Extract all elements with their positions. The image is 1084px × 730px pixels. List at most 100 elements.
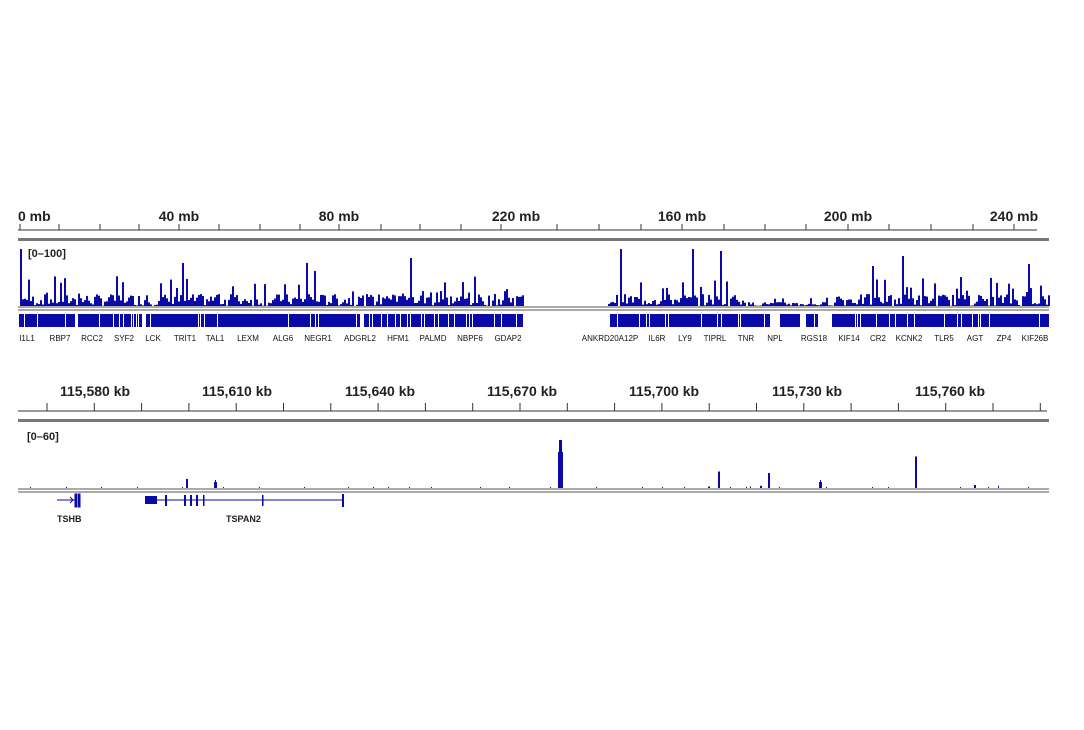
coverage-bar [118, 295, 120, 306]
coverage-bar [444, 282, 446, 306]
coverage-bar [918, 295, 920, 306]
coverage-bar [260, 303, 262, 306]
coverage-track[interactable] [30, 440, 1029, 488]
coverage-bar [318, 301, 320, 306]
coverage-bar [642, 487, 643, 488]
gene-gap [204, 314, 205, 327]
coverage-bar [900, 303, 902, 306]
coverage-bar [470, 304, 472, 306]
coverage-bar [719, 471, 720, 488]
coverage-bar [346, 303, 348, 306]
coverage-bar [42, 304, 44, 306]
coverage-bar [730, 298, 732, 306]
gene-gap [24, 314, 25, 327]
coverage-bar [396, 301, 398, 306]
gene-gap [400, 314, 401, 327]
gene-tspan2[interactable] [145, 494, 344, 507]
gene-gap [395, 314, 396, 327]
coverage-bar [296, 299, 298, 306]
coverage-bar [862, 303, 864, 306]
coverage-bar [122, 282, 124, 306]
data-range-label: [0–100] [28, 248, 66, 260]
coverage-bar [214, 482, 215, 488]
coverage-track[interactable] [20, 249, 1050, 306]
coverage-bar [54, 276, 56, 306]
gene-label: AGT [967, 334, 984, 343]
coverage-bar [304, 299, 306, 306]
coverage-bar [902, 256, 904, 306]
coverage-bar [852, 303, 854, 306]
coverage-bar [870, 304, 872, 306]
coverage-bar [732, 296, 734, 306]
coverage-bar [456, 297, 458, 306]
coverage-bar [188, 300, 190, 306]
data-range-label: [0–60] [27, 431, 59, 443]
coverage-bar [156, 304, 158, 306]
coverage-bar [86, 295, 88, 306]
coverage-bar [596, 487, 597, 488]
gene-tshb[interactable] [57, 493, 81, 508]
coverage-bar [328, 301, 330, 306]
coverage-bar [96, 294, 98, 306]
coverage-bar [394, 295, 396, 306]
gene-gap [372, 314, 373, 327]
ruler-label: 0 mb [18, 208, 51, 224]
coverage-bar [782, 298, 784, 306]
coverage-bar [314, 271, 316, 306]
gene-gap [972, 314, 973, 327]
gene-gap [770, 313, 780, 328]
genome-ruler[interactable]: 0 mb 40 mb 80 mb 220 mb 160 mb 200 mb 24… [18, 208, 1038, 231]
coverage-bar [460, 296, 462, 306]
coverage-bar [1006, 294, 1008, 306]
gene-gap [131, 314, 132, 327]
coverage-bar [62, 301, 64, 306]
coverage-bar [736, 299, 738, 306]
coverage-bar [494, 294, 496, 306]
coverage-bar [224, 299, 226, 306]
coverage-bar [718, 471, 719, 488]
coverage-bar [510, 302, 512, 306]
coverage-bar [996, 282, 998, 306]
gene-gap [895, 314, 896, 327]
coverage-bar [640, 282, 642, 306]
locus-ruler[interactable]: 115,580 kb 115,610 kb 115,640 kb 115,670… [18, 383, 1047, 412]
coverage-bar [740, 304, 742, 306]
gene-gap [978, 314, 979, 327]
coverage-bar [992, 296, 994, 306]
gene-track[interactable] [19, 313, 1049, 328]
coverage-bar [492, 300, 494, 306]
coverage-bar [1022, 296, 1024, 306]
ruler-label: 40 mb [159, 208, 199, 224]
gene-gap [639, 314, 640, 327]
coverage-bar [660, 301, 662, 306]
coverage-bar [270, 303, 272, 306]
coverage-bar [100, 298, 102, 306]
coverage-bar [410, 258, 412, 306]
coverage-bar [358, 296, 360, 306]
coverage-bar [215, 480, 216, 488]
coverage-bar [374, 305, 376, 306]
coverage-bar [738, 301, 740, 306]
coverage-bar [630, 296, 632, 306]
coverage-bar [480, 487, 481, 488]
coverage-bar [1028, 487, 1029, 488]
coverage-bar [998, 297, 1000, 306]
gene-gap [957, 314, 958, 327]
gene-label: TSPAN2 [226, 514, 261, 524]
coverage-bar [956, 288, 958, 306]
coverage-bar [686, 298, 688, 306]
coverage-bar [508, 297, 510, 306]
coverage-bar [92, 304, 94, 306]
coverage-bar [662, 288, 664, 306]
coverage-bar [520, 296, 522, 306]
coverage-bar [132, 296, 134, 306]
gene-gap [369, 314, 370, 327]
coverage-bar [1032, 304, 1034, 306]
gene-gap [356, 314, 357, 327]
coverage-bar [80, 298, 82, 306]
coverage-bar [284, 284, 286, 306]
coverage-bar [88, 300, 90, 306]
coverage-bar [44, 294, 46, 306]
coverage-bar [184, 300, 186, 306]
gene-label: KIF26B [1022, 334, 1049, 343]
